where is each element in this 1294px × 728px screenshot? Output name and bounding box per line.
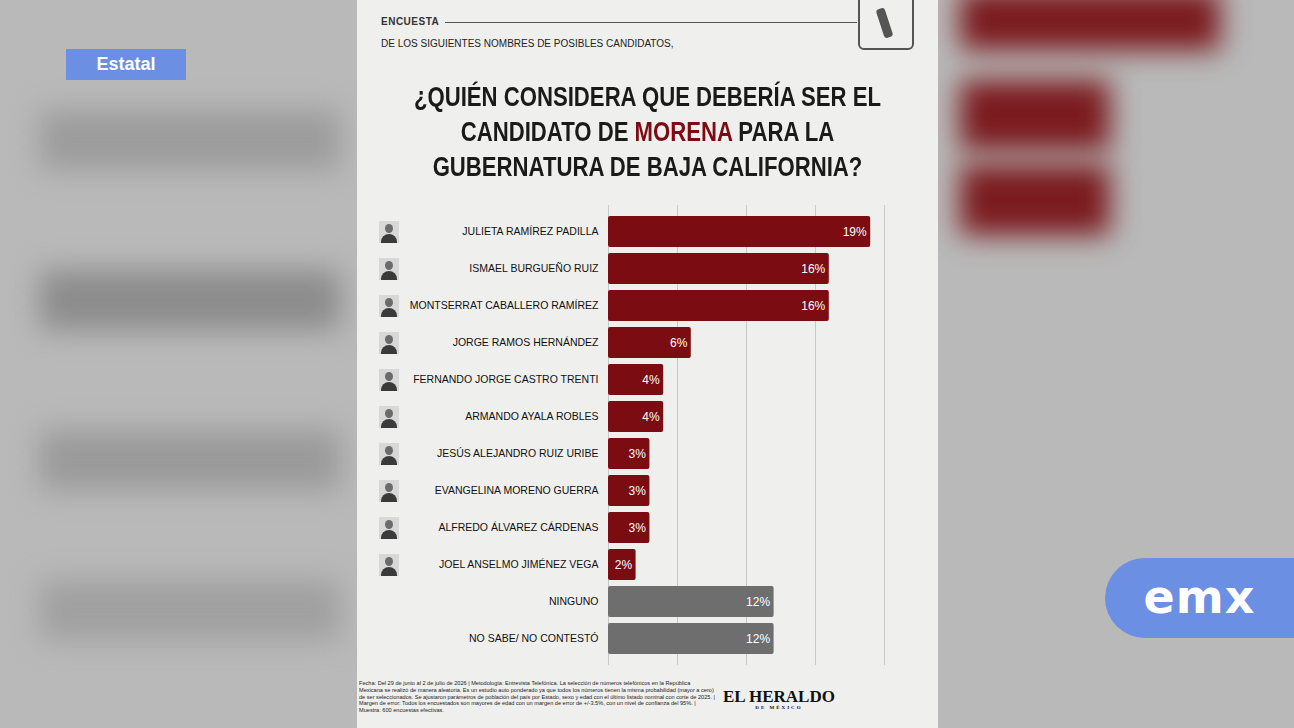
svg-text:JORGE RAMOS HERNÁNDEZ: JORGE RAMOS HERNÁNDEZ (453, 336, 599, 348)
html-text:EL HERALDO: EL HERALDO (723, 687, 835, 706)
svg-text:6%: 6% (670, 336, 688, 350)
svg-text:3%: 3% (629, 521, 647, 535)
svg-text:3%: 3% (629, 484, 647, 498)
html-text:DE LOS SIGUIENTES NOMBRES DE P: DE LOS SIGUIENTES NOMBRES DE POSIBLES CA… (381, 38, 674, 49)
svg-text:12%: 12% (746, 632, 770, 646)
svg-text:EVANGELINA MORENO GUERRA: EVANGELINA MORENO GUERRA (435, 484, 599, 496)
svg-text:MONTSERRAT CABALLERO RAMÍREZ: MONTSERRAT CABALLERO RAMÍREZ (410, 299, 599, 311)
html-text:¿QUIÉN CONSIDERA QUE DEBERÍA S: ¿QUIÉN CONSIDERA QUE DEBERÍA SER EL (414, 82, 881, 112)
svg-text:4%: 4% (642, 410, 660, 424)
svg-text:19%: 19% (843, 225, 867, 239)
html-text:GUBERNATURA DE BAJA CALIFORNIA: GUBERNATURA DE BAJA CALIFORNIA? (432, 152, 863, 182)
html-text:ENCUESTA: ENCUESTA (381, 16, 440, 27)
html-text:CANDIDATO DE MORENA PARA LA: CANDIDATO DE MORENA PARA LA (460, 117, 835, 147)
svg-text:ARMANDO AYALA ROBLES: ARMANDO AYALA ROBLES (465, 410, 598, 422)
svg-text:4%: 4% (642, 373, 660, 387)
svg-text:ISMAEL BURGUEÑO RUIZ: ISMAEL BURGUEÑO RUIZ (469, 262, 599, 274)
html-text:DE MÉXICO: DE MÉXICO (755, 705, 803, 710)
svg-text:2%: 2% (615, 558, 633, 572)
html-text:emx: emx (1143, 570, 1256, 624)
svg-text:NINGUNO: NINGUNO (549, 595, 599, 607)
svg-text:12%: 12% (746, 595, 770, 609)
svg-text:JOEL ANSELMO JIMÉNEZ VEGA: JOEL ANSELMO JIMÉNEZ VEGA (439, 558, 598, 570)
svg-text:16%: 16% (801, 262, 825, 276)
svg-text:NO SABE/ NO CONTESTÓ: NO SABE/ NO CONTESTÓ (469, 632, 599, 644)
svg-text:JULIETA RAMÍREZ PADILLA: JULIETA RAMÍREZ PADILLA (462, 225, 598, 237)
svg-text:16%: 16% (801, 299, 825, 313)
svg-text:JESÚS ALEJANDRO RUIZ URIBE: JESÚS ALEJANDRO RUIZ URIBE (437, 447, 599, 459)
html-text:Fecha: Del 29 de junio al 2 de: Fecha: Del 29 de junio al 2 de julio de … (359, 680, 715, 714)
svg-text:FERNANDO JORGE CASTRO TRENTI: FERNANDO JORGE CASTRO TRENTI (413, 373, 598, 385)
html-text:Estatal: Estatal (96, 54, 156, 74)
svg-text:ALFREDO ÁLVAREZ CÁRDENAS: ALFREDO ÁLVAREZ CÁRDENAS (438, 521, 598, 533)
svg-text:3%: 3% (629, 447, 647, 461)
